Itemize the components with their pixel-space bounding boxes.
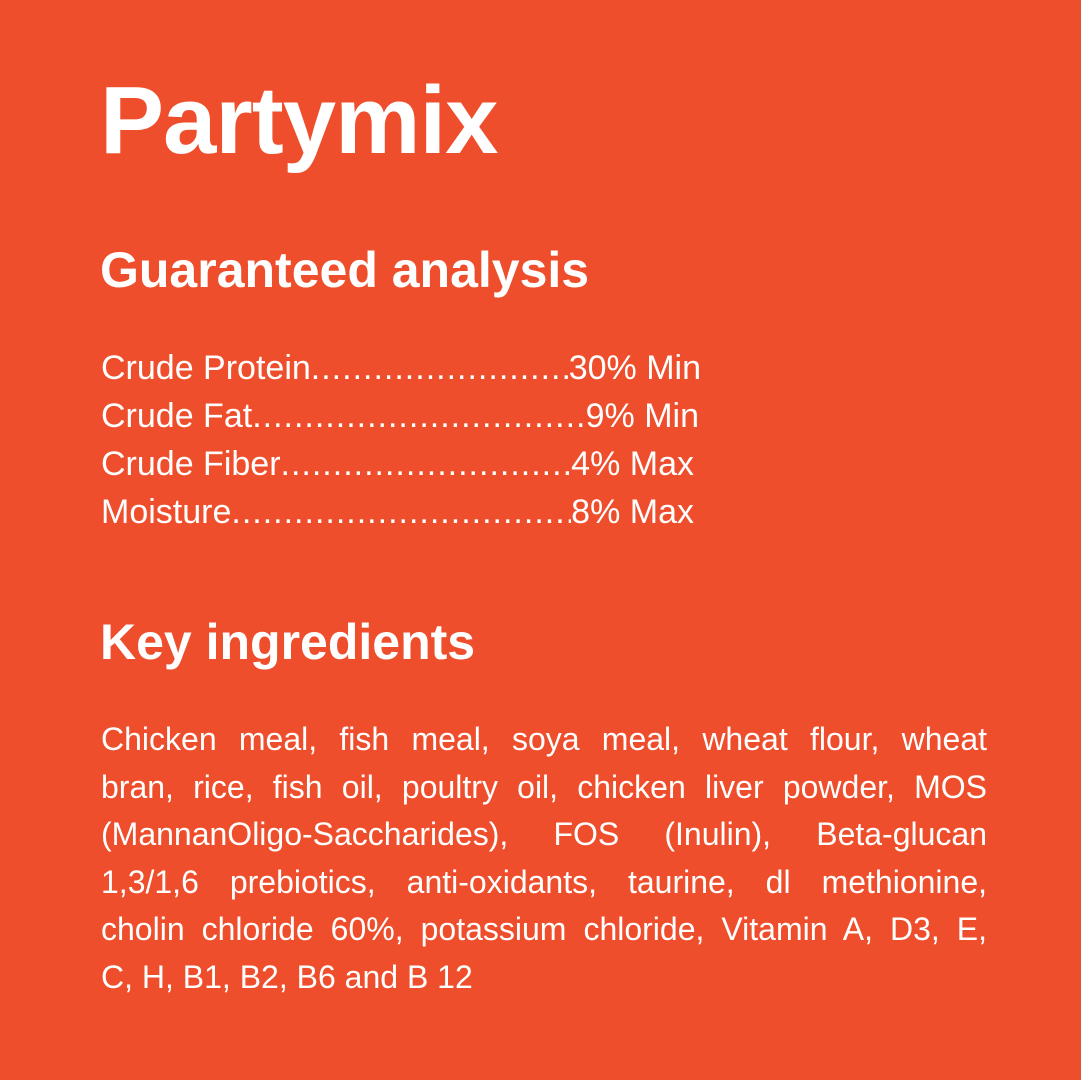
ingredients-line: 1,3/1,6 prebiotics, anti-oxidants, tauri… (101, 863, 987, 900)
ingredients-line: (MannanOligo-Saccharides), FOS (Inulin),… (101, 816, 987, 853)
analysis-row-crude-protein: Crude Protein 30% Min (101, 344, 701, 392)
guaranteed-analysis-list: Crude Protein 30% Min Crude Fat 9% Min Cru… (101, 344, 701, 536)
analysis-row-crude-fiber: Crude Fiber 4% Max (101, 440, 694, 488)
ingredients-line: cholin chloride 60%, potassium chloride,… (101, 911, 987, 948)
analysis-label: Crude Fat (101, 397, 253, 435)
analysis-row-crude-fat: Crude Fat 9% Min (101, 392, 699, 440)
analysis-value: 9% Min (585, 397, 699, 435)
analysis-value: 30% Min (568, 349, 701, 387)
ingredients-line: C, H, B1, B2, B6 and B 12 (101, 958, 473, 995)
analysis-value: 8% Max (571, 493, 694, 531)
ingredients-line: bran, rice, fish oil, poultry oil, chick… (101, 768, 987, 805)
dot-leader (231, 488, 571, 536)
analysis-label: Crude Protein (101, 349, 311, 387)
analysis-row-moisture: Moisture 8% Max (101, 488, 694, 536)
product-title: Partymix (100, 67, 499, 174)
dot-leader (252, 392, 585, 440)
guaranteed-analysis-heading: Guaranteed analysis (100, 242, 590, 298)
analysis-label: Crude Fiber (101, 445, 281, 483)
dot-leader (281, 440, 572, 488)
ingredients-line: Chicken meal, fish meal, soya meal, whea… (101, 721, 987, 757)
analysis-value: 4% Max (571, 445, 694, 483)
key-ingredients-text: Chicken meal, fish meal, soya meal, whea… (101, 716, 987, 1002)
analysis-label: Moisture (101, 493, 232, 531)
dot-leader (311, 344, 569, 392)
key-ingredients-heading: Key ingredients (100, 614, 476, 670)
